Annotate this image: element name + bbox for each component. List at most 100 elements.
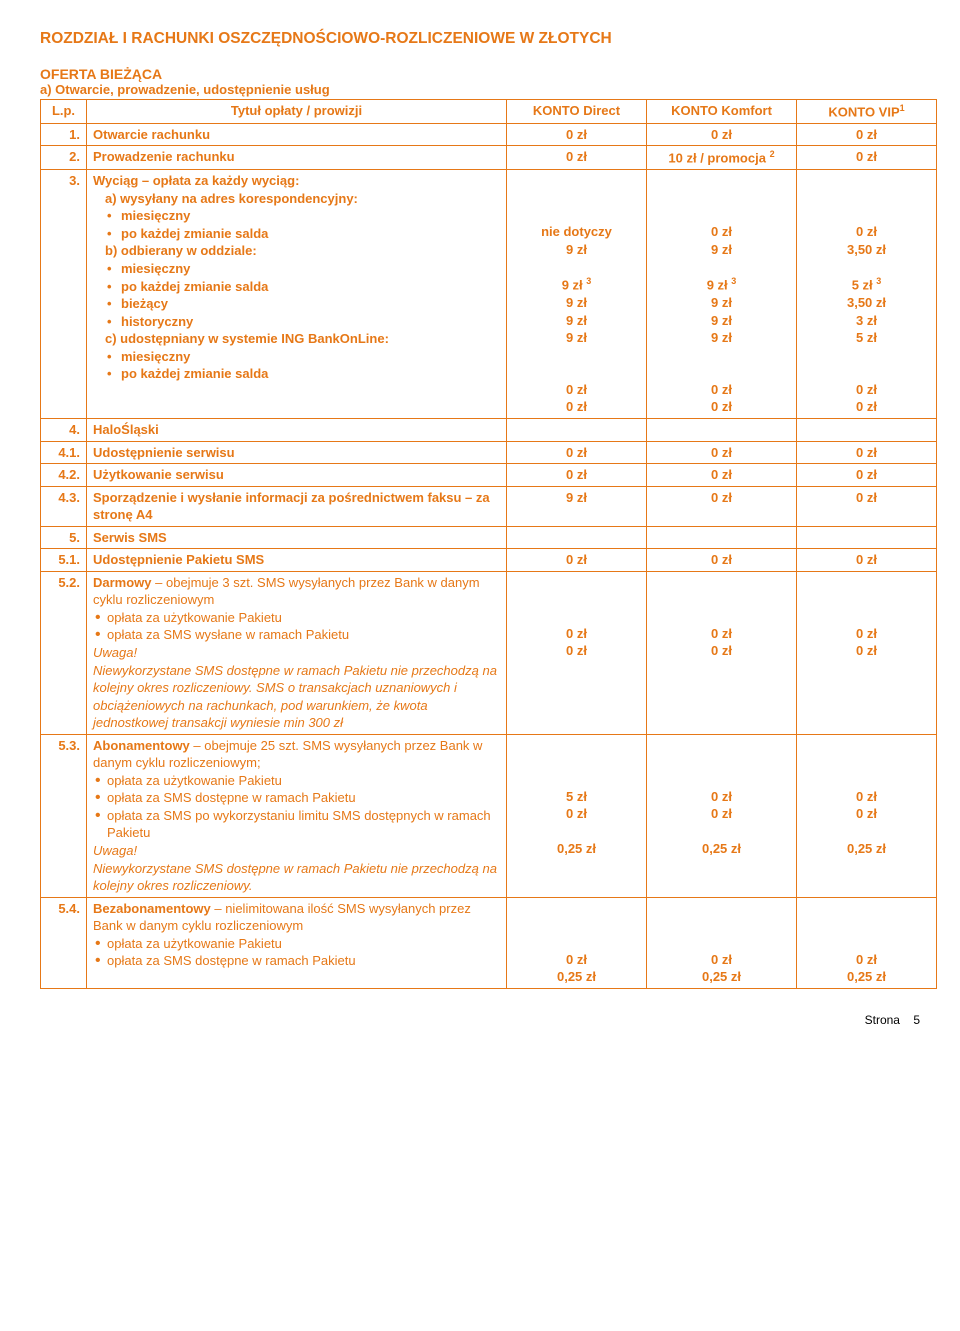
- row-value: 0 zł: [507, 464, 647, 487]
- row3c-item: miesięczny: [93, 348, 500, 366]
- row-value: 0 zł 3,50 zł 5 zł 3 3,50 zł 3 zł 5 zł 0 …: [797, 170, 937, 419]
- row-value: 5 zł 0 zł 0,25 zł: [507, 734, 647, 897]
- row-value: 0 zł 0 zł: [647, 571, 797, 734]
- table-row: 1. Otwarcie rachunku 0 zł 0 zł 0 zł: [41, 123, 937, 146]
- row-value: [797, 526, 937, 549]
- r53-bullet: opłata za SMS po wykorzystaniu limitu SM…: [93, 807, 500, 842]
- row3b-label: b) odbierany w oddziale:: [93, 242, 500, 260]
- row-number: 5.1.: [41, 549, 87, 572]
- row3a-item: miesięczny: [93, 207, 500, 225]
- row-value: 0 zł 9 zł 9 zł 3 9 zł 9 zł 9 zł 0 zł 0 z…: [647, 170, 797, 419]
- row-number: 5.4.: [41, 897, 87, 988]
- table-row: 5.3. Abonamentowy – obejmuje 25 szt. SMS…: [41, 734, 937, 897]
- row-title: HaloŚląski: [87, 419, 507, 442]
- table-row: 5.2. Darmowy – obejmuje 3 szt. SMS wysył…: [41, 571, 937, 734]
- row-title: Sporządzenie i wysłanie informacji za po…: [87, 486, 507, 526]
- row-value: 0 zł: [647, 549, 797, 572]
- row-value: [797, 419, 937, 442]
- row-value: [507, 526, 647, 549]
- table-row: 5. Serwis SMS: [41, 526, 937, 549]
- row-value: nie dotyczy 9 zł 9 zł 3 9 zł 9 zł 9 zł 0…: [507, 170, 647, 419]
- table-row: 5.1. Udostępnienie Pakietu SMS 0 zł 0 zł…: [41, 549, 937, 572]
- row-number: 2.: [41, 146, 87, 170]
- table-row: 2. Prowadzenie rachunku 0 zł 10 zł / pro…: [41, 146, 937, 170]
- row-number: 4.: [41, 419, 87, 442]
- row-value: 0 zł: [647, 486, 797, 526]
- row-value: 0 zł 0 zł: [507, 571, 647, 734]
- col-komfort: KONTO Komfort: [647, 100, 797, 124]
- row3a-label: a) wysyłany na adres korespondencyjny:: [93, 190, 500, 208]
- r53-bullet: opłata za użytkowanie Pakietu: [93, 772, 500, 790]
- row-value: 0 zł: [507, 441, 647, 464]
- row-value: 0 zł: [647, 441, 797, 464]
- row-value: 0 zł 0,25 zł: [647, 897, 797, 988]
- r52-bullet: opłata za SMS wysłane w ramach Pakietu: [93, 626, 500, 644]
- r52-note: Niewykorzystane SMS dostępne w ramach Pa…: [93, 662, 500, 732]
- row-title: Serwis SMS: [87, 526, 507, 549]
- row3c-label: c) udostępniany w systemie ING BankOnLin…: [93, 330, 500, 348]
- row3-heading: Wyciąg – opłata za każdy wyciąg:: [93, 172, 500, 190]
- chapter-title: ROZDZIAŁ I RACHUNKI OSZCZĘDNOŚCIOWO-ROZL…: [40, 30, 920, 48]
- table-row: 4.1. Udostępnienie serwisu 0 zł 0 zł 0 z…: [41, 441, 937, 464]
- fees-table: L.p. Tytuł opłaty / prowizji KONTO Direc…: [40, 99, 937, 989]
- row-value: 0 zł: [797, 441, 937, 464]
- row-value: 0 zł: [647, 123, 797, 146]
- row-number: 3.: [41, 170, 87, 419]
- r52-note: Uwaga!: [93, 644, 500, 662]
- row-value: 0 zł: [797, 146, 937, 170]
- table-row: 4.2. Użytkowanie serwisu 0 zł 0 zł 0 zł: [41, 464, 937, 487]
- row-number: 1.: [41, 123, 87, 146]
- row-value: 0 zł: [797, 549, 937, 572]
- row3c-item: po każdej zmianie salda: [93, 365, 500, 383]
- row-value: 0 zł: [507, 146, 647, 170]
- row-number: 5.2.: [41, 571, 87, 734]
- table-row: 3. Wyciąg – opłata za każdy wyciąg: a) w…: [41, 170, 937, 419]
- col-title: Tytuł opłaty / prowizji: [87, 100, 507, 124]
- row-value: [507, 419, 647, 442]
- row-value: 0 zł 0 zł 0,25 zł: [647, 734, 797, 897]
- row3a-item: po każdej zmianie salda: [93, 225, 500, 243]
- row-number: 4.2.: [41, 464, 87, 487]
- row-title: Udostępnienie Pakietu SMS: [87, 549, 507, 572]
- row-title: Udostępnienie serwisu: [87, 441, 507, 464]
- row-value: 0 zł: [797, 464, 937, 487]
- row-number: 5.3.: [41, 734, 87, 897]
- row-value: 0 zł 0 zł: [797, 571, 937, 734]
- offer-heading: OFERTA BIEŻĄCA: [40, 66, 920, 82]
- row-title: Darmowy – obejmuje 3 szt. SMS wysyłanych…: [87, 571, 507, 734]
- row-value: [647, 419, 797, 442]
- row-value: 0 zł: [507, 549, 647, 572]
- row-title: Abonamentowy – obejmuje 25 szt. SMS wysy…: [87, 734, 507, 897]
- row-value: 0 zł: [507, 123, 647, 146]
- row-value: 10 zł / promocja 2: [647, 146, 797, 170]
- row-value: 0 zł 0,25 zł: [507, 897, 647, 988]
- r53-note: Niewykorzystane SMS dostępne w ramach Pa…: [93, 860, 500, 895]
- r54-bullet: opłata za SMS dostępne w ramach Pakietu: [93, 952, 500, 970]
- table-row: 4. HaloŚląski: [41, 419, 937, 442]
- r53-bullet: opłata za SMS dostępne w ramach Pakietu: [93, 789, 500, 807]
- r53-note: Uwaga!: [93, 842, 500, 860]
- row-value: 9 zł: [507, 486, 647, 526]
- row-value: 0 zł: [797, 123, 937, 146]
- row3b-item: miesięczny: [93, 260, 500, 278]
- row-title: Użytkowanie serwisu: [87, 464, 507, 487]
- row3b-item: historyczny: [93, 313, 500, 331]
- row-value: 0 zł: [647, 464, 797, 487]
- row-title: Bezabonamentowy – nielimitowana ilość SM…: [87, 897, 507, 988]
- row-value: 0 zł: [797, 486, 937, 526]
- col-lp: L.p.: [41, 100, 87, 124]
- page-footer: Strona 5: [40, 1013, 920, 1027]
- table-header-row: L.p. Tytuł opłaty / prowizji KONTO Direc…: [41, 100, 937, 124]
- row-value: 0 zł 0 zł 0,25 zł: [797, 734, 937, 897]
- row3b-item: po każdej zmianie salda: [93, 278, 500, 296]
- col-vip: KONTO VIP1: [797, 100, 937, 124]
- row-value: 0 zł 0,25 zł: [797, 897, 937, 988]
- row-number: 4.1.: [41, 441, 87, 464]
- table-row: 4.3. Sporządzenie i wysłanie informacji …: [41, 486, 937, 526]
- table-row: 5.4. Bezabonamentowy – nielimitowana ilo…: [41, 897, 937, 988]
- row-number: 5.: [41, 526, 87, 549]
- r54-bullet: opłata za użytkowanie Pakietu: [93, 935, 500, 953]
- row-title: Prowadzenie rachunku: [87, 146, 507, 170]
- footer-label: Strona: [865, 1013, 900, 1027]
- row-number: 4.3.: [41, 486, 87, 526]
